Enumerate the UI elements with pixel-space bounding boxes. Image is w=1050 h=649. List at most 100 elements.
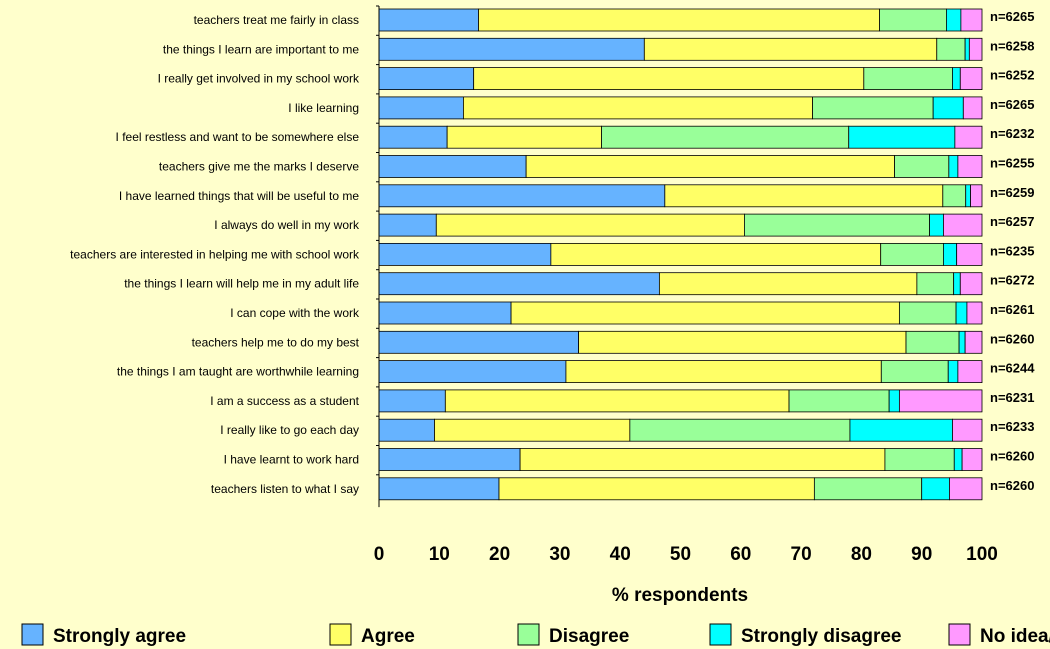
bar-segment	[898, 301, 957, 325]
legend-label: Disagree	[549, 626, 629, 647]
bar-segment	[942, 184, 967, 208]
bar-segment	[550, 242, 882, 266]
bar-segment	[929, 213, 944, 237]
category-label: I have learnt to work hard	[224, 453, 359, 467]
legend-label: Strongly disagree	[741, 626, 902, 647]
legend-label: Agree	[361, 626, 415, 647]
bar-segment	[378, 330, 579, 354]
legend-swatch	[21, 623, 44, 646]
bar-segment	[601, 125, 850, 149]
legend-swatch	[329, 623, 352, 646]
x-axis: 0 10 20 30 40 50 60 70 80 90 100	[374, 5, 998, 565]
category-label: teachers are interested in helping me wi…	[70, 247, 360, 261]
bar-segment	[788, 389, 890, 413]
category-label: I really like to go each day	[220, 423, 359, 437]
x-tick-label: 80	[851, 544, 872, 565]
bar-segment	[916, 272, 955, 296]
legend-label: Strongly agree	[53, 626, 186, 647]
bar-segment	[658, 272, 918, 296]
x-tick-label: 10	[429, 544, 450, 565]
n-label: n=6260	[990, 449, 1034, 464]
bar-segment	[952, 418, 983, 442]
x-tick-label: 60	[730, 544, 751, 565]
n-label: n=6260	[990, 478, 1034, 493]
bar-segment	[643, 37, 938, 61]
n-label: n=6272	[990, 273, 1034, 288]
bar-segment	[880, 360, 949, 384]
bar-segment	[378, 155, 527, 178]
n-label: n=6233	[990, 419, 1034, 434]
bar-segment	[946, 8, 962, 32]
bar-segment	[378, 96, 464, 120]
bar-segment	[943, 213, 983, 237]
bar-segment	[498, 477, 815, 501]
bar-segment	[898, 389, 983, 413]
bar-segment	[378, 213, 437, 237]
bar-segment	[921, 477, 950, 501]
n-label: n=6232	[990, 126, 1034, 141]
bar-segment	[435, 213, 745, 237]
category-label: teachers treat me fairly in class	[194, 13, 359, 27]
bar-segment	[812, 96, 934, 120]
bar-segment	[936, 37, 966, 61]
bar-segment	[473, 67, 865, 90]
bar-segment	[629, 418, 851, 442]
bar-segment	[943, 242, 958, 266]
bar-segment	[905, 330, 960, 354]
bar-segment	[968, 37, 983, 61]
n-label: n=6252	[990, 68, 1034, 83]
bar-segment	[378, 360, 567, 384]
bar-segment	[894, 155, 950, 178]
bar-segment	[434, 418, 631, 442]
x-axis-label: % respondents	[612, 585, 748, 606]
bar-segment	[965, 184, 971, 208]
bar-segment	[378, 184, 666, 208]
bar-segment	[848, 125, 956, 149]
bar-segment	[378, 8, 479, 32]
n-label: n=6244	[990, 361, 1035, 376]
bar-segment	[565, 360, 882, 384]
bar-segment	[478, 8, 880, 32]
bar-segment	[510, 301, 900, 325]
category-label: I am a success as a student	[210, 394, 359, 408]
bar-segment	[378, 301, 512, 325]
bar-segment	[519, 448, 886, 471]
n-label: n=6261	[990, 302, 1034, 317]
bar-segment	[378, 477, 500, 501]
bar-segment	[378, 418, 435, 442]
x-tick-label: 40	[610, 544, 631, 565]
bar-segment	[952, 67, 961, 90]
category-label: I always do well in my work	[214, 218, 360, 232]
bar-segment	[953, 448, 963, 471]
bar-segment	[378, 37, 645, 61]
x-tick-label: 50	[670, 544, 691, 565]
bar-segment	[964, 37, 970, 61]
bar-segment	[954, 125, 983, 149]
bar-segment	[958, 330, 966, 354]
bar-segment	[957, 155, 983, 178]
n-label: n=6265	[990, 97, 1034, 112]
legend-swatch	[517, 623, 540, 646]
x-tick-label: 70	[791, 544, 812, 565]
bar-segment	[525, 155, 895, 178]
bar-segment	[664, 184, 944, 208]
bar-segment	[888, 389, 900, 413]
sample-size-labels: n=6265 n=6258 n=6252 n=6265 n=6232 n=6255 n=62…	[990, 9, 1035, 493]
category-label: teachers give me the marks I deserve	[159, 160, 359, 174]
category-label: I feel restless and want to be somewhere…	[116, 130, 360, 144]
bar-segment	[879, 8, 947, 32]
category-label: the things I am taught are worthwhile le…	[117, 365, 359, 379]
x-tick-label: 20	[489, 544, 510, 565]
bar-segment	[947, 360, 959, 384]
bar-segment	[964, 330, 983, 354]
bar-segment	[378, 389, 446, 413]
legend: Strongly agree Agree Disagree Strongly disa…	[21, 623, 1050, 647]
x-tick-label: 90	[911, 544, 932, 565]
n-label: n=6258	[990, 38, 1034, 53]
bar-segment	[948, 155, 959, 178]
bar-segment	[932, 96, 964, 120]
bar-segment	[884, 448, 955, 471]
bar-segment	[378, 125, 448, 149]
category-label: I have learned things that will be usefu…	[119, 189, 359, 203]
